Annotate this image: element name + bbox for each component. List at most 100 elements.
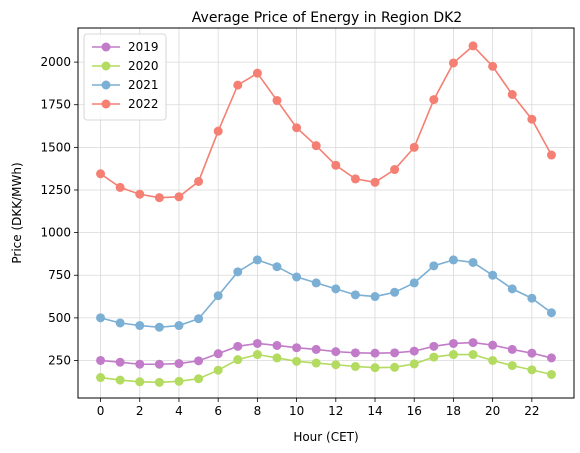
legend-marker: [101, 42, 111, 52]
data-point: [507, 89, 517, 99]
y-tick-label: 1000: [40, 226, 71, 240]
data-point: [390, 287, 400, 297]
x-tick-label: 22: [524, 404, 539, 418]
data-point: [507, 344, 517, 354]
data-point: [448, 58, 458, 68]
data-point: [252, 68, 262, 78]
legend-marker: [101, 80, 111, 90]
x-tick-label: 10: [289, 404, 304, 418]
data-point: [272, 353, 282, 363]
data-point: [350, 361, 360, 371]
x-axis-ticks: 0 2 4 6 8 10 12 14 16 18 20 22: [97, 398, 539, 418]
data-point: [272, 340, 282, 350]
y-tick-label: 1250: [40, 183, 71, 197]
data-point: [429, 352, 439, 362]
series-line: [100, 353, 552, 384]
data-point: [507, 284, 517, 294]
chart-title: Average Price of Energy in Region DK2: [192, 10, 462, 26]
y-tick-label: 250: [48, 353, 71, 367]
data-point: [292, 356, 302, 366]
x-tick-label: 20: [485, 404, 500, 418]
data-point: [115, 357, 125, 367]
data-point: [292, 123, 302, 133]
data-point: [115, 182, 125, 192]
data-point: [174, 359, 184, 369]
legend-label: 2022: [128, 97, 159, 111]
y-tick-label: 1500: [40, 140, 71, 154]
data-point: [96, 313, 106, 323]
x-tick-label: 2: [136, 404, 144, 418]
legend-marker: [101, 99, 111, 109]
data-point: [468, 338, 478, 348]
data-point: [409, 142, 419, 152]
legend-label: 2020: [128, 59, 159, 73]
data-point: [233, 80, 243, 90]
data-point: [154, 377, 164, 387]
data-point: [252, 255, 262, 265]
data-point: [174, 376, 184, 386]
data-point: [331, 347, 341, 357]
data-point: [252, 338, 262, 348]
data-point: [429, 261, 439, 271]
data-point: [96, 373, 106, 383]
series-2020: [96, 350, 556, 387]
data-point: [350, 174, 360, 184]
data-point: [390, 348, 400, 358]
data-point: [331, 284, 341, 294]
data-point: [507, 361, 517, 371]
data-point: [488, 61, 498, 71]
data-point: [331, 160, 341, 170]
legend-label: 2021: [128, 78, 159, 92]
data-point: [468, 41, 478, 51]
data-point: [154, 322, 164, 332]
data-point: [350, 290, 360, 300]
data-point: [448, 338, 458, 348]
data-point: [429, 341, 439, 351]
data-point: [409, 359, 419, 369]
data-point: [96, 355, 106, 365]
data-point: [468, 257, 478, 267]
x-tick-label: 16: [407, 404, 422, 418]
data-point: [370, 292, 380, 302]
x-tick-label: 0: [97, 404, 105, 418]
data-point: [488, 270, 498, 280]
series-group: [96, 41, 556, 387]
data-point: [154, 359, 164, 369]
data-point: [527, 365, 537, 375]
data-point: [272, 262, 282, 272]
series-line: [100, 341, 552, 366]
x-tick-label: 14: [367, 404, 382, 418]
series-line: [100, 44, 553, 199]
data-point: [135, 359, 145, 369]
series-line: [100, 259, 552, 329]
data-point: [409, 278, 419, 288]
x-tick-label: 8: [254, 404, 262, 418]
data-point: [194, 356, 204, 366]
data-point: [350, 348, 360, 358]
data-point: [448, 255, 458, 265]
data-point: [233, 267, 243, 277]
data-point: [488, 355, 498, 365]
y-tick-label: 750: [48, 268, 71, 282]
data-point: [233, 341, 243, 351]
legend-item: 2019: [92, 40, 159, 54]
data-point: [233, 355, 243, 365]
legend-item: 2022: [92, 97, 159, 111]
data-point: [135, 321, 145, 331]
data-point: [527, 114, 537, 124]
series-2019: [96, 338, 556, 369]
data-point: [96, 169, 106, 179]
y-axis-label: Price (DKK/MWh): [10, 162, 24, 263]
legend-label: 2019: [128, 40, 159, 54]
data-point: [174, 321, 184, 331]
data-point: [292, 343, 302, 353]
y-tick-label: 2000: [40, 55, 71, 69]
series-2022: [96, 41, 556, 203]
x-axis-label: Hour (CET): [293, 430, 358, 444]
legend-box: [83, 33, 167, 121]
data-point: [135, 377, 145, 387]
data-point: [409, 346, 419, 356]
data-point: [468, 350, 478, 360]
data-point: [115, 375, 125, 385]
